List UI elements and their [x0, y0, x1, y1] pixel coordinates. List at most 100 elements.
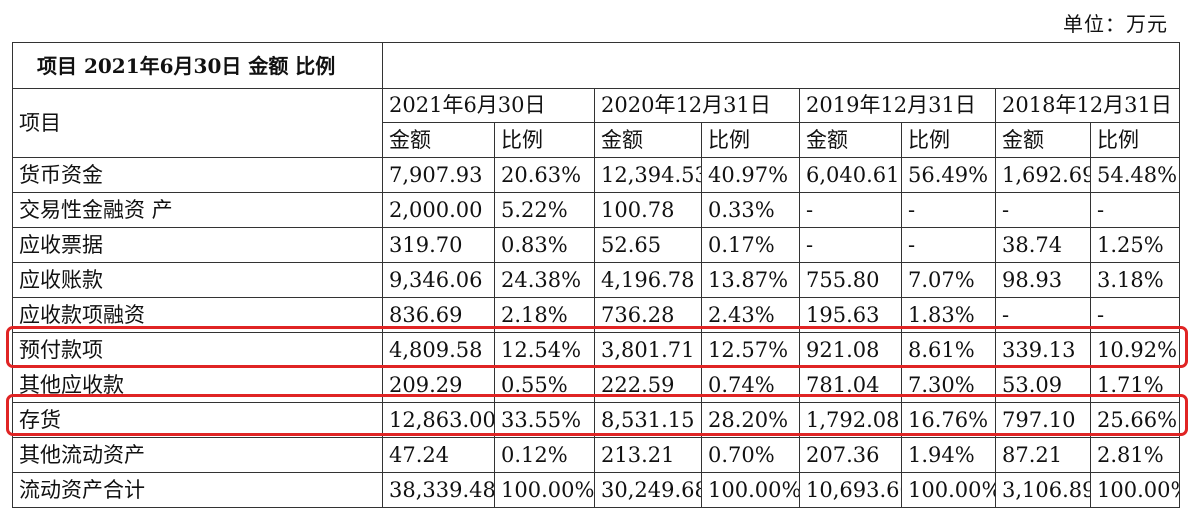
title-blank-cell — [382, 42, 1180, 89]
amount-cell: 213.21 — [594, 437, 702, 473]
ratio-cell: 25.66% — [1090, 402, 1180, 438]
ratio-cell: 1.83% — [901, 297, 996, 333]
ratio-cell: 0.12% — [494, 437, 595, 473]
amount-cell: 4,196.78 — [594, 262, 702, 298]
row-label: 应收票据 — [12, 227, 383, 263]
ratio-cell: - — [1090, 192, 1180, 228]
amount-cell: 3,801.71 — [594, 332, 702, 368]
table-row: 预付款项 4,809.58 12.54% 3,801.71 12.57% 921.08 8.… — [12, 332, 1180, 368]
amount-header: 金额 — [799, 122, 902, 158]
amount-cell: 339.13 — [995, 332, 1091, 368]
ratio-cell: 54.48% — [1090, 157, 1180, 193]
ratio-cell: 12.57% — [701, 332, 800, 368]
ratio-header: 比例 — [494, 122, 595, 158]
ratio-cell: 0.70% — [701, 437, 800, 473]
amount-cell: 1,792.08 — [799, 402, 902, 438]
ratio-cell: 56.49% — [901, 157, 996, 193]
ratio-cell: 5.22% — [494, 192, 595, 228]
amount-cell: - — [995, 297, 1091, 333]
amount-header: 金额 — [995, 122, 1091, 158]
amount-cell: 87.21 — [995, 437, 1091, 473]
amount-cell: 319.70 — [382, 227, 495, 263]
ratio-header: 比例 — [701, 122, 800, 158]
table-row: 货币资金 7,907.93 20.63% 12,394.53 40.97% 6,040.6… — [12, 157, 1180, 193]
ratio-cell: - — [901, 192, 996, 228]
ratio-cell: 100.00% — [494, 472, 595, 508]
ratio-cell: 0.33% — [701, 192, 800, 228]
ratio-cell: 1.25% — [1090, 227, 1180, 263]
ratio-cell: 0.74% — [701, 367, 800, 403]
amount-cell: 10,693.60 — [799, 472, 902, 508]
amount-cell: 12,394.53 — [594, 157, 702, 193]
amount-cell: 30,249.68 — [594, 472, 702, 508]
ratio-cell: 40.97% — [701, 157, 800, 193]
amount-cell: 797.10 — [995, 402, 1091, 438]
ratio-cell: 8.61% — [901, 332, 996, 368]
ratio-cell: 10.92% — [1090, 332, 1180, 368]
ratio-cell: 24.38% — [494, 262, 595, 298]
row-label: 存货 — [12, 402, 383, 438]
amount-cell: 207.36 — [799, 437, 902, 473]
ratio-cell: 20.63% — [494, 157, 595, 193]
amount-cell: 921.08 — [799, 332, 902, 368]
ratio-cell: 1.94% — [901, 437, 996, 473]
amount-cell: 6,040.61 — [799, 157, 902, 193]
table-row: 其他应收款 209.29 0.55% 222.59 0.74% 781.04 7.30% 53… — [12, 367, 1180, 403]
amount-cell: 47.24 — [382, 437, 495, 473]
row-label: 流动资产合计 — [12, 472, 383, 508]
amount-cell: 38,339.48 — [382, 472, 495, 508]
amount-cell: 755.80 — [799, 262, 902, 298]
row-header: 项目 — [12, 88, 383, 158]
period-header: 2021年6月30日 — [382, 88, 595, 123]
ratio-cell: 13.87% — [701, 262, 800, 298]
table-body: 货币资金 7,907.93 20.63% 12,394.53 40.97% 6,040.6… — [12, 157, 1180, 508]
amount-cell: 1,692.69 — [995, 157, 1091, 193]
amount-cell: 100.78 — [594, 192, 702, 228]
table-row: 应收账款 9,346.06 24.38% 4,196.78 13.87% 755.80 7.… — [12, 262, 1180, 298]
period-header: 2019年12月31日 — [799, 88, 996, 123]
amount-cell: 7,907.93 — [382, 157, 495, 193]
row-label: 货币资金 — [12, 157, 383, 193]
amount-cell: 2,000.00 — [382, 192, 495, 228]
period-header: 2018年12月31日 — [995, 88, 1180, 123]
ratio-cell: 3.18% — [1090, 262, 1180, 298]
amount-header: 金额 — [594, 122, 702, 158]
period-header: 2020年12月31日 — [594, 88, 800, 123]
ratio-cell: - — [901, 227, 996, 263]
table-row: 应收票据 319.70 0.83% 52.65 0.17% - -38.74 1.25% — [12, 227, 1180, 263]
ratio-cell: 0.83% — [494, 227, 595, 263]
amount-cell: 836.69 — [382, 297, 495, 333]
amount-cell: 12,863.00 — [382, 402, 495, 438]
amount-cell: 195.63 — [799, 297, 902, 333]
row-label: 交易性金融资 产 — [12, 192, 383, 228]
amount-cell: - — [995, 192, 1091, 228]
ratio-cell: 33.55% — [494, 402, 595, 438]
current-assets-table: 项目 2021年6月30日 金额 比例 项目 2021年6月30日 2020年1… — [12, 42, 1180, 508]
ratio-header: 比例 — [1090, 122, 1180, 158]
amount-cell: 53.09 — [995, 367, 1091, 403]
table-row: 流动资产合计 38,339.48 100.00% 30,249.68 100.00% 10… — [12, 472, 1180, 508]
amount-cell: 8,531.15 — [594, 402, 702, 438]
amount-cell: 98.93 — [995, 262, 1091, 298]
amount-cell: 4,809.58 — [382, 332, 495, 368]
ratio-header: 比例 — [901, 122, 996, 158]
table-row: 应收款项融资 836.69 2.18% 736.28 2.43% 195.63 1.83% -… — [12, 297, 1180, 333]
amount-header: 金额 — [382, 122, 495, 158]
amount-cell: 38.74 — [995, 227, 1091, 263]
amount-cell: 209.29 — [382, 367, 495, 403]
amount-cell: 222.59 — [594, 367, 702, 403]
ratio-cell: 1.71% — [1090, 367, 1180, 403]
unit-label: 单位：万元 — [1063, 12, 1168, 36]
row-label: 应收款项融资 — [12, 297, 383, 333]
table-row: 其他流动资产 47.24 0.12% 213.21 0.70% 207.36 1.94% 87… — [12, 437, 1180, 473]
amount-cell: - — [799, 192, 902, 228]
table-row: 存货 12,863.00 33.55% 8,531.15 28.20% 1,792.08 1… — [12, 402, 1180, 438]
amount-cell: 781.04 — [799, 367, 902, 403]
ratio-cell: - — [1090, 297, 1180, 333]
amount-cell: 9,346.06 — [382, 262, 495, 298]
ratio-cell: 100.00% — [701, 472, 800, 508]
amount-cell: 736.28 — [594, 297, 702, 333]
ratio-cell: 7.30% — [901, 367, 996, 403]
ratio-cell: 2.43% — [701, 297, 800, 333]
amount-cell: - — [799, 227, 902, 263]
